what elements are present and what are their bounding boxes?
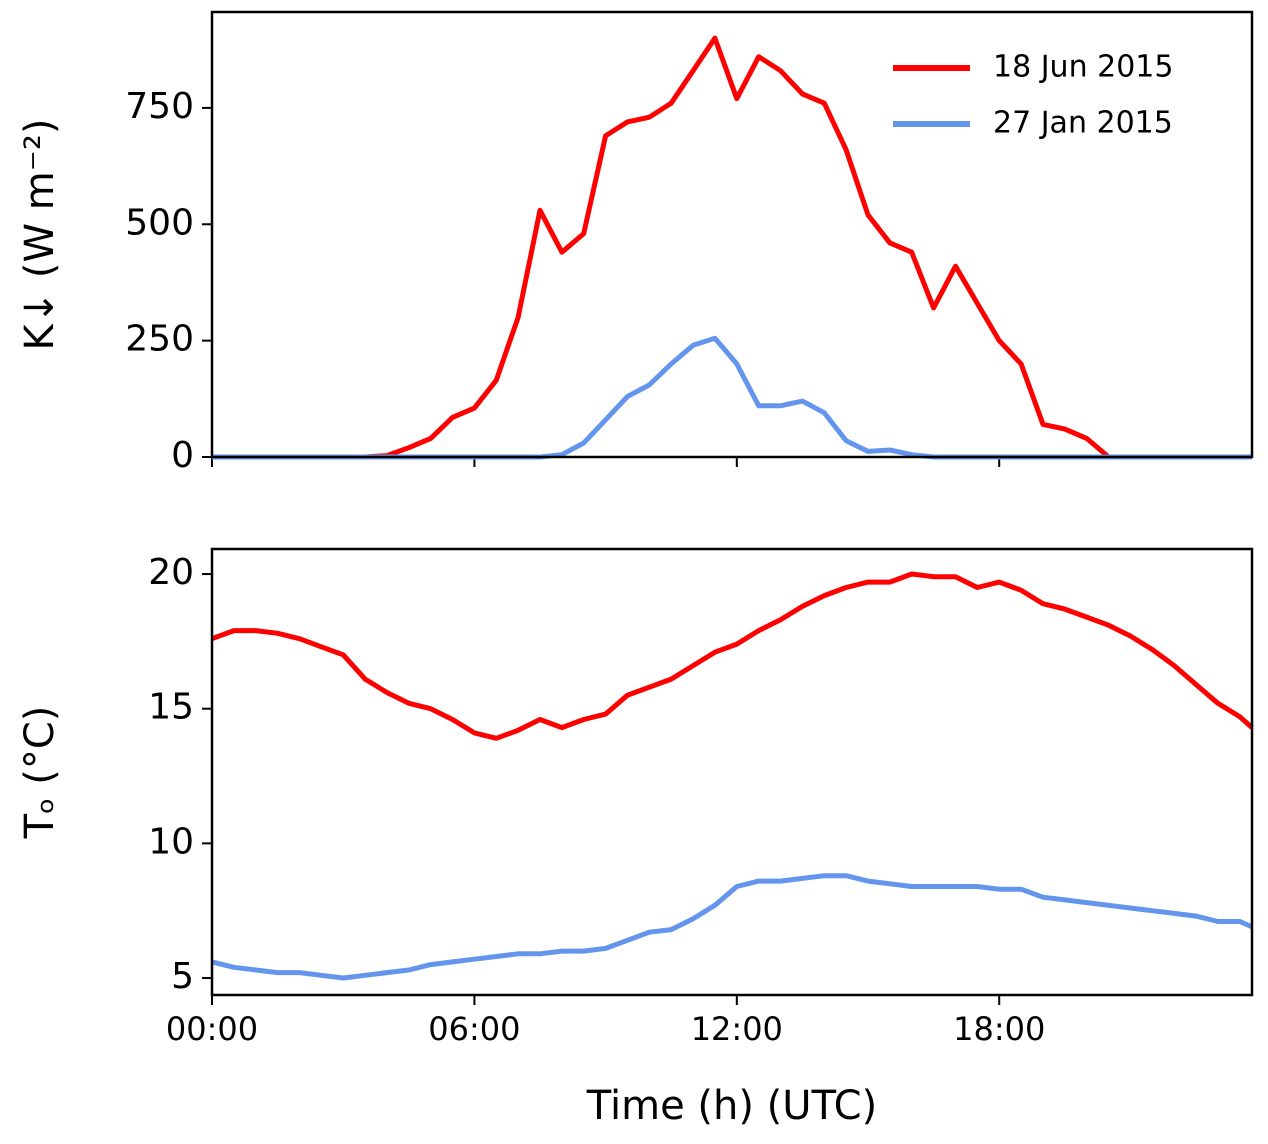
x-tick-label: 18:00	[953, 1010, 1045, 1048]
y-tick-label: 10	[148, 821, 194, 862]
x-tick-label: 06:00	[428, 1010, 520, 1048]
x-tick-label: 12:00	[691, 1010, 783, 1048]
legend-label: 27 Jan 2015	[993, 106, 1173, 141]
y-tick-label: 5	[171, 956, 194, 997]
axes-frame	[210, 10, 1254, 459]
legend-label: 18 Jun 2015	[993, 50, 1173, 85]
line-series	[212, 35, 1252, 460]
line-series	[211, 873, 1254, 981]
axes-frame	[210, 547, 1254, 997]
y-axis-label: K↓ (W m⁻²)	[17, 118, 63, 350]
y-tick-label: 0	[171, 435, 194, 476]
line-series	[211, 571, 1254, 741]
y-tick-label: 20	[148, 552, 194, 593]
y-tick-label: 15	[148, 687, 194, 728]
y-axis-label: Tₒ (°C)	[17, 706, 63, 840]
y-tick-label: 500	[125, 202, 194, 243]
y-tick-label: 750	[125, 86, 194, 127]
line-series	[212, 335, 1252, 460]
y-tick-label: 250	[125, 319, 194, 360]
x-axis-label: Time (h) (UTC)	[586, 1083, 877, 1129]
x-tick-label: 00:00	[166, 1010, 258, 1048]
